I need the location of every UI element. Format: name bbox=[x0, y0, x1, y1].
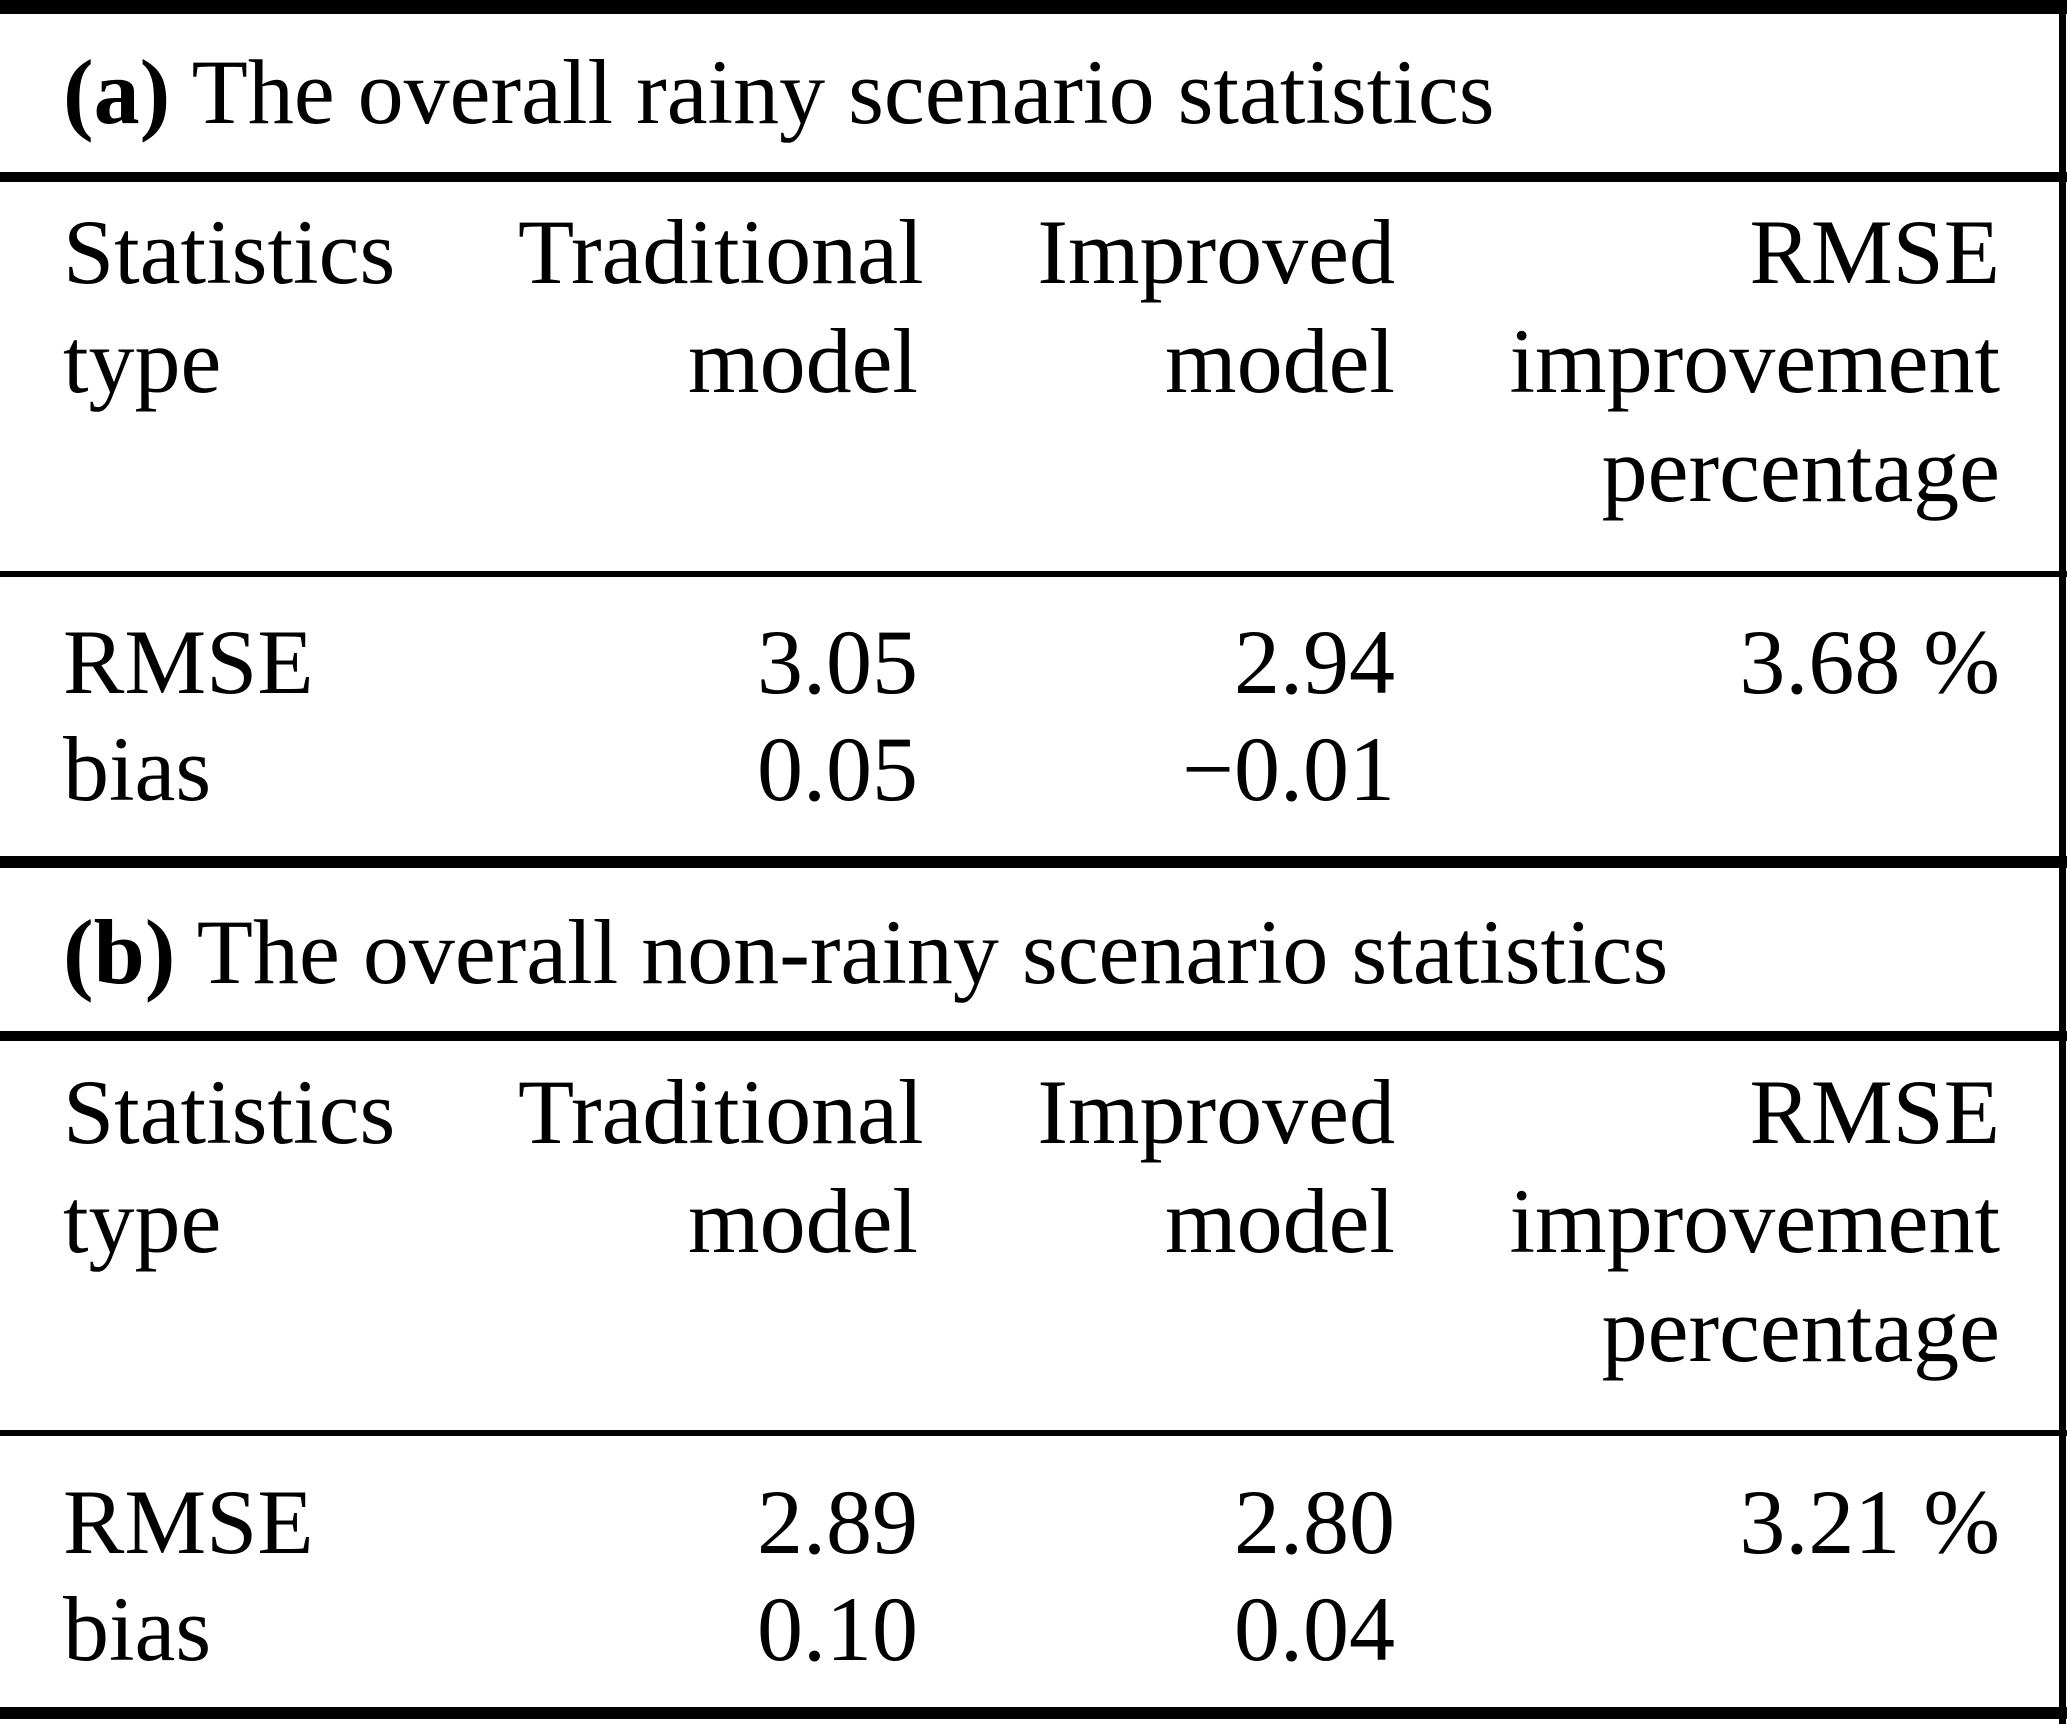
traditional-model-value: 3.05 bbox=[757, 611, 918, 713]
table-row: bias 0.05 −0.01 bbox=[0, 716, 2067, 823]
rmse-improvement-value: 3.68 % bbox=[1739, 611, 2000, 713]
improved-model-value: 2.80 bbox=[1234, 1471, 1395, 1573]
subtable-b-header-bottom-rule bbox=[0, 1430, 2067, 1436]
traditional-model-value: 2.89 bbox=[757, 1471, 918, 1573]
traditional-model-value: 0.05 bbox=[757, 718, 918, 820]
table-row: RMSE 3.05 2.94 3.68 % bbox=[0, 609, 2067, 716]
bottom-rule bbox=[0, 1707, 2067, 1719]
column-header-statistics-type: Statistics type bbox=[63, 201, 396, 412]
subtable-a-title: The overall rainy scenario statistics bbox=[191, 41, 1495, 143]
subtable-b-title: The overall non-rainy scenario statistic… bbox=[196, 901, 1669, 1003]
table-row: bias 0.10 0.04 bbox=[0, 1576, 2067, 1683]
traditional-model-value: 0.10 bbox=[757, 1578, 918, 1680]
subtable-a-label: (a) bbox=[63, 41, 171, 143]
right-edge-border bbox=[2059, 0, 2066, 1724]
column-header-statistics-type: Statistics type bbox=[63, 1061, 396, 1272]
improved-model-value: 2.94 bbox=[1234, 611, 1395, 713]
column-header-rmse-improvement-percentage: RMSE improvement percentage bbox=[1509, 201, 2000, 521]
column-header-improved-model: Improved model bbox=[1037, 201, 1395, 412]
subtable-b-label: (b) bbox=[63, 901, 176, 1003]
improved-model-value: 0.04 bbox=[1234, 1578, 1395, 1680]
column-header-improved-model: Improved model bbox=[1037, 1061, 1395, 1272]
column-header-traditional-model: Traditional model bbox=[518, 1061, 924, 1272]
improved-model-value: −0.01 bbox=[1182, 718, 1395, 820]
row-label: bias bbox=[63, 718, 212, 820]
row-label: RMSE bbox=[63, 1471, 314, 1573]
subtable-a-caption: (a) The overall rainy scenario statistic… bbox=[63, 37, 1495, 147]
column-header-traditional-model: Traditional model bbox=[518, 201, 924, 412]
subtable-a-header-top-rule bbox=[0, 172, 2067, 182]
subtable-b-caption: (b) The overall non-rainy scenario stati… bbox=[63, 897, 1668, 1007]
table-row: RMSE 2.89 2.80 3.21 % bbox=[0, 1469, 2067, 1576]
subtable-a-header-bottom-rule bbox=[0, 571, 2067, 577]
column-header-rmse-improvement-percentage: RMSE improvement percentage bbox=[1509, 1061, 2000, 1381]
row-label: RMSE bbox=[63, 611, 314, 713]
row-label: bias bbox=[63, 1578, 212, 1680]
subtable-a-bottom-rule bbox=[0, 856, 2067, 868]
rmse-improvement-value: 3.21 % bbox=[1739, 1471, 2000, 1573]
subtable-b-header-top-rule bbox=[0, 1031, 2067, 1041]
top-rule bbox=[0, 0, 2067, 14]
